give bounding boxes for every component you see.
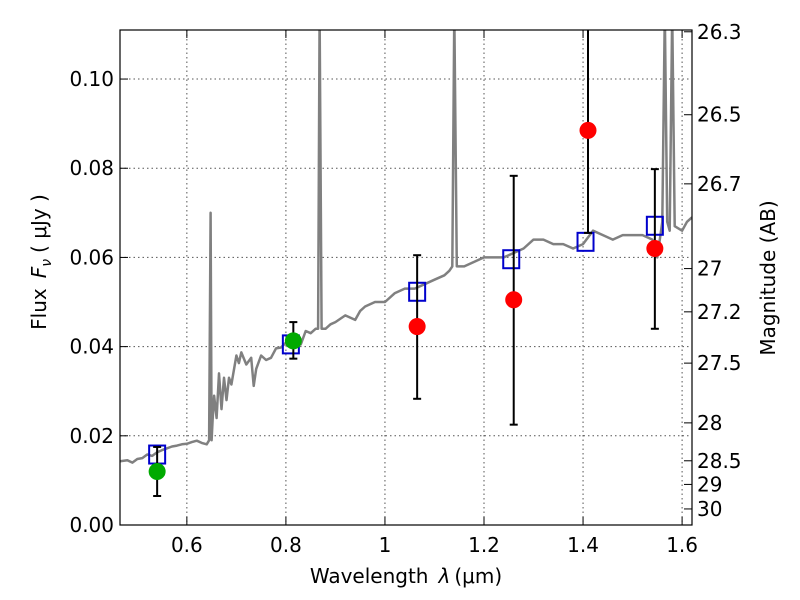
y2-tick-label: 27: [697, 257, 722, 281]
y2-tick-label: 26.5: [697, 103, 742, 127]
red-data-point: [579, 121, 597, 139]
model-square: [502, 249, 521, 270]
y2-tick-label: 28.5: [697, 449, 742, 473]
y2-tick-label: 27.2: [697, 300, 742, 324]
plot-area: [120, 30, 692, 498]
x-tick-label: 1.2: [468, 533, 500, 557]
plot-frame: [119, 29, 693, 526]
y-tick-label: 0.06: [69, 245, 114, 269]
y-tick-label: 0.10: [69, 67, 114, 91]
y2-tick-label: 27.5: [697, 351, 742, 375]
grid: [120, 30, 692, 525]
x-tick-label: 1.6: [666, 533, 698, 557]
x-tick-label: 0.8: [270, 533, 302, 557]
y-tick-label: 0.08: [69, 156, 114, 180]
x-tick-label: 0.6: [171, 533, 203, 557]
y2-tick-label: 30: [697, 497, 722, 521]
x-tick-label: 1.4: [567, 533, 599, 557]
y-tick-label: 0.00: [69, 513, 114, 537]
y2-tick-label: 26.7: [697, 172, 742, 196]
axis-ticks: 0.6 0.8 1 1.2 1.4 1.6 0.00 0.02 0.04 0.06 0.08 0.10…: [69, 20, 741, 557]
y2-tick-label: 26.3: [697, 20, 742, 44]
y2-tick-label: 29: [697, 472, 722, 496]
red-data-point: [646, 240, 664, 258]
green-data-point: [148, 462, 166, 480]
red-data-point: [505, 291, 523, 309]
y-tick-label: 0.04: [69, 335, 114, 359]
x-tick-label: 1: [379, 533, 392, 557]
sed-line: [120, 30, 692, 464]
y-tick-label: 0.02: [69, 424, 114, 448]
x-axis-label: Wavelength λ (μm): [310, 564, 502, 588]
red-data-point: [408, 318, 426, 336]
y-axis-label: FluxFν( μJy ): [27, 194, 55, 330]
y2-tick-label: 28: [697, 411, 722, 435]
y2-axis-label: Magnitude (AB): [756, 200, 780, 355]
green-data-point: [284, 332, 302, 350]
